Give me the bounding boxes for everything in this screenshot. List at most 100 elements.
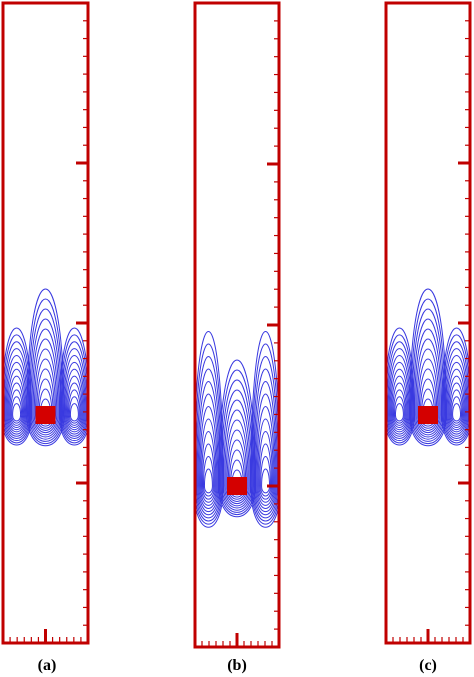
contour-line [251,343,279,525]
contour-line [195,355,222,522]
obstacle [227,477,247,495]
frame [193,1,281,649]
contour-line [26,288,65,446]
contour-line [9,382,25,428]
contour-line [224,409,250,507]
contour-line [68,396,80,424]
contour-line [409,288,447,446]
contour-line [445,355,468,437]
contour-line [257,418,274,506]
contour-line [386,327,415,446]
panel-c: (c) [384,1,472,674]
contour-line [417,358,439,431]
contour-line [199,406,218,509]
contour-line [8,375,26,431]
panel-label: (a) [38,657,57,674]
contour-line [11,396,23,424]
contour-line [449,382,464,428]
contour-lines [3,288,88,446]
contour-line [450,389,464,426]
contour-line [31,328,60,438]
contour-line [391,375,408,431]
contour-line [226,429,248,502]
frame [384,1,472,645]
contour-line [256,406,275,509]
contour-line [66,382,82,428]
contour-line [28,308,63,442]
contour-lines [195,331,279,528]
contour-line [7,368,27,433]
contour-line [410,298,446,444]
contour-line [389,362,410,435]
contour-line [6,362,28,435]
contour-line [27,298,64,444]
panel-b: (b) [193,1,281,674]
contour-line [222,399,252,509]
contour-line [261,468,271,494]
contour-line [203,468,213,494]
contour-line [259,443,273,500]
contour-line [67,389,81,426]
contour-line [61,348,87,439]
contour-line [12,403,22,422]
obstacle [418,406,438,424]
contour-line [254,381,277,516]
contour-line [392,382,407,428]
contour-line [227,439,247,500]
contour-line [64,368,84,433]
contour-line [452,403,462,422]
contour-line [446,362,467,435]
contour-line [386,334,414,444]
contour-line [33,348,58,433]
contour-line [65,375,83,431]
contour-line [253,368,278,519]
contour-line [415,338,441,436]
contour-line [390,368,409,433]
contour-line [195,343,223,525]
contour-line [5,355,29,437]
contour-line [201,431,216,503]
contour-line [34,358,57,431]
obstacle [35,406,56,424]
contour-line [387,348,412,439]
contour-line [394,403,404,422]
contour-line [10,389,24,426]
contour-line [195,331,224,528]
contour-lines [386,288,470,446]
contour-line [62,355,86,437]
contour-line [441,327,470,446]
contour-line [392,389,406,426]
contour-line [36,368,55,429]
contour-line [63,362,85,435]
contour-line [69,403,79,422]
contour-line [444,348,469,439]
panel-label: (c) [419,657,437,674]
contour-line [411,308,445,442]
contour-line [252,355,279,522]
contour-line [412,318,444,440]
contour-line [413,328,443,438]
contour-line [448,375,465,431]
contour-line [200,418,217,506]
contour-line [225,419,249,504]
contour-line [221,389,253,511]
contour-line [451,396,463,424]
frame [1,1,90,645]
contour-line [416,348,440,433]
contour-line [3,327,33,446]
contour-line [196,368,221,519]
contour-line [30,318,61,440]
contour-line [58,327,88,446]
contour-line [197,381,220,516]
contour-line [202,456,214,497]
contour-line [418,368,438,429]
contour-line [32,338,59,436]
contour-line [201,443,215,500]
contour-line [393,396,405,424]
contour-line [198,393,219,513]
panel-a: (a) [1,1,90,674]
panel-label: (b) [227,657,247,674]
contour-line [255,393,276,513]
contour-line [3,334,32,444]
